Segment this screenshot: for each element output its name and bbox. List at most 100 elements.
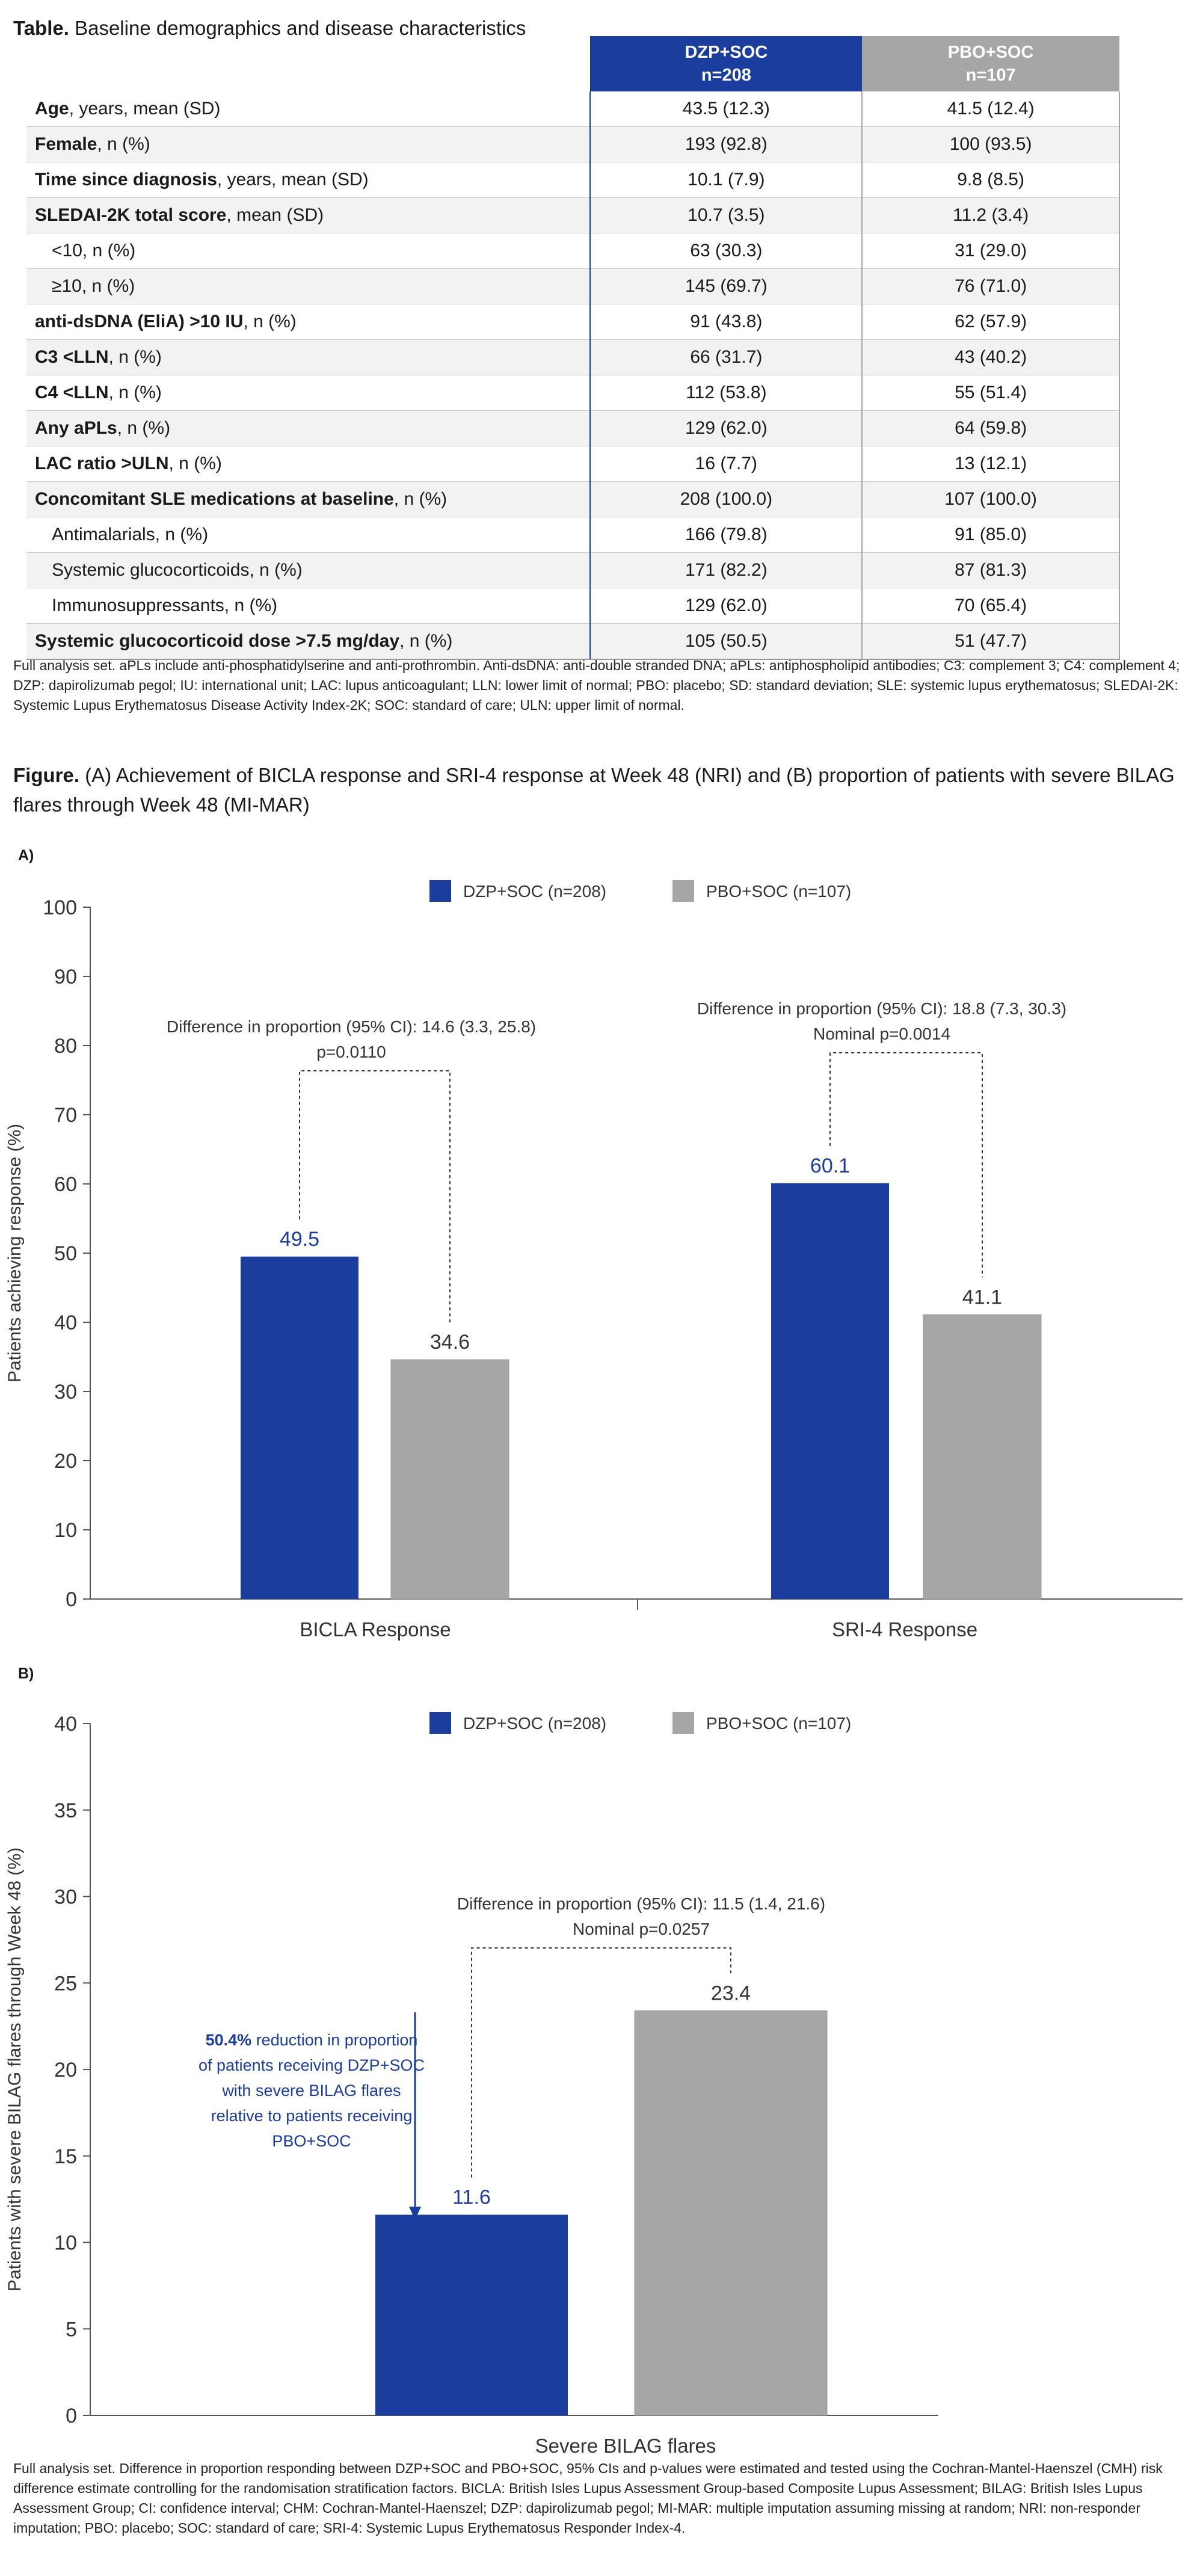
table-footnote: Full analysis set. aPLs include anti-pho… [13,658,1180,713]
bar-dzp [375,2214,568,2415]
cell-dzp: 193 (92.8) [589,126,863,162]
y-tick-label: 20 [54,1450,77,1473]
table-row: C3 <LLN, n (%) 66 (31.7) 43 (40.2) [26,339,1120,375]
bar-dzp [241,1256,358,1599]
cell-dzp: 63 (30.3) [589,233,863,269]
x-category-label: SRI-4 Response [832,1618,977,1641]
cell-dzp: 43.5 (12.3) [589,91,863,127]
cell-dzp: 10.7 (3.5) [589,197,863,233]
y-tick-label: 40 [54,1311,77,1334]
y-tick-label: 70 [54,1104,77,1127]
row-label-rest: , years, mean (SD) [69,99,221,119]
row-label: C3 <LLN, n (%) [26,339,591,375]
p-value-annotation: p=0.0110 [316,1043,386,1061]
cell-pbo: 64 (59.8) [861,410,1120,446]
bar-pbo [923,1314,1042,1600]
table-caption-text: Baseline demographics and disease charac… [75,17,526,39]
data-label-dzp: 60.1 [810,1154,850,1177]
bar-pbo [634,2010,828,2416]
data-label-pbo: 34.6 [430,1331,470,1354]
x-category-label: BICLA Response [300,1618,451,1641]
y-axis-label: Patients with severe BILAG flares throug… [5,1847,25,2291]
row-label-rest: , years, mean (SD) [217,170,369,190]
row-label-rest: , mean (SD) [226,205,324,225]
table-row: Antimalarials, n (%) 166 (79.8) 91 (85.0) [26,517,1120,553]
table-header-row: DZP+SOC n=208 PBO+SOC n=107 [26,36,1119,91]
y-tick-label: 30 [54,1381,77,1404]
table-row: anti-dsDNA (EliA) >10 IU, n (%) 91 (43.8)… [26,304,1120,340]
callout-line: relative to patients receiving [211,2107,413,2125]
row-label: Concomitant SLE medications at baseline,… [26,481,591,517]
row-label-bold: Any aPLs [35,418,117,438]
table-caption: Table. Baseline demographics and disease… [13,13,526,43]
p-value-annotation: Nominal p=0.0014 [813,1025,950,1043]
table-row: Female, n (%) 193 (92.8) 100 (93.5) [26,126,1120,162]
cell-dzp: 208 (100.0) [589,481,863,517]
row-label: Antimalarials, n (%) [26,517,591,553]
chart-panel-a: 0 10 20 30 40 50 60 70 80 90 100 Patients achieving… [5,880,1183,1641]
column-header-dzp-name: DZP+SOC [685,43,768,62]
row-label-rest: <10, n (%) [52,241,136,260]
row-label: <10, n (%) [26,233,591,269]
row-label-rest: , n (%) [168,454,222,473]
baseline-table: DZP+SOC n=208 PBO+SOC n=107 Age, years, me… [26,36,1120,660]
row-label: Female, n (%) [26,126,591,162]
row-label: ≥10, n (%) [26,268,591,304]
figure-caption-label: Figure. [13,764,80,786]
y-tick-label: 80 [54,1035,77,1058]
row-label: SLEDAI-2K total score, mean (SD) [26,197,591,233]
cell-pbo: 91 (85.0) [861,517,1120,553]
column-header-pbo-name: PBO+SOC [947,43,1034,62]
callout-text: 50.4% reduction in proportion [206,2031,418,2049]
row-label: Any aPLs, n (%) [26,410,591,446]
data-label-pbo: 23.4 [711,1982,751,2004]
row-label: LAC ratio >ULN, n (%) [26,446,591,482]
row-label-rest: Antimalarials, n (%) [52,525,209,544]
legend-swatch-pbo [672,1712,694,1734]
row-label-bold: SLEDAI-2K total score [35,205,227,225]
cell-dzp: 145 (69.7) [589,268,863,304]
column-header-pbo-n: n=107 [965,66,1016,85]
data-label-dzp: 11.6 [452,2186,491,2209]
row-label-rest: , n (%) [108,383,162,402]
panel-b-label: B) [18,1665,34,1682]
cell-pbo: 100 (93.5) [861,126,1120,162]
table-row: Systemic glucocorticoid dose >7.5 mg/day… [26,623,1120,660]
table-row: Any aPLs, n (%) 129 (62.0) 64 (59.8) [26,410,1120,446]
y-tick-label: 100 [43,896,77,919]
row-label-bold: Concomitant SLE medications at baseline [35,489,394,509]
row-label-bold: LAC ratio >ULN [35,454,169,473]
panel-a-label: A) [18,847,34,864]
callout-line: of patients receiving DZP+SOC [198,2056,425,2074]
cell-dzp: 129 (62.0) [589,410,863,446]
table-row: Time since diagnosis, years, mean (SD) 10… [26,162,1120,198]
cell-dzp: 66 (31.7) [589,339,863,375]
table-row: Age, years, mean (SD) 43.5 (12.3) 41.5 (12… [26,91,1120,127]
figure-caption-text: (A) Achievement of BICLA response and SR… [13,764,1175,816]
y-tick-label: 40 [54,1713,77,1736]
cell-dzp: 129 (62.0) [589,588,863,624]
row-label-bold: anti-dsDNA (EliA) >10 IU [35,312,244,331]
data-label-pbo: 41.1 [962,1286,1002,1308]
table-row: <10, n (%) 63 (30.3) 31 (29.0) [26,233,1120,269]
figure-footnote: Full analysis set. Difference in proport… [13,2460,1163,2536]
row-label-rest: , n (%) [117,418,171,438]
y-tick-label: 10 [54,2232,77,2255]
cell-pbo: 51 (47.7) [861,623,1120,660]
y-tick-label: 0 [66,2405,77,2427]
table-row: ≥10, n (%) 145 (69.7) 76 (71.0) [26,268,1120,304]
significance-bracket [471,1947,731,2178]
column-header-dzp: DZP+SOC n=208 [590,36,863,91]
cell-dzp: 91 (43.8) [589,304,863,340]
cell-pbo: 43 (40.2) [861,339,1120,375]
y-tick-label: 50 [54,1242,77,1265]
table-row: LAC ratio >ULN, n (%) 16 (7.7) 13 (12.1) [26,446,1120,482]
cell-pbo: 62 (57.9) [861,304,1120,340]
column-header-dzp-n: n=208 [701,66,751,85]
callout-arrow-head [409,2207,421,2220]
cell-pbo: 76 (71.0) [861,268,1120,304]
row-label-rest: , n (%) [399,631,453,651]
table-header-blank [26,36,590,91]
cell-dzp: 171 (82.2) [589,552,863,588]
cell-dzp: 166 (79.8) [589,517,863,553]
